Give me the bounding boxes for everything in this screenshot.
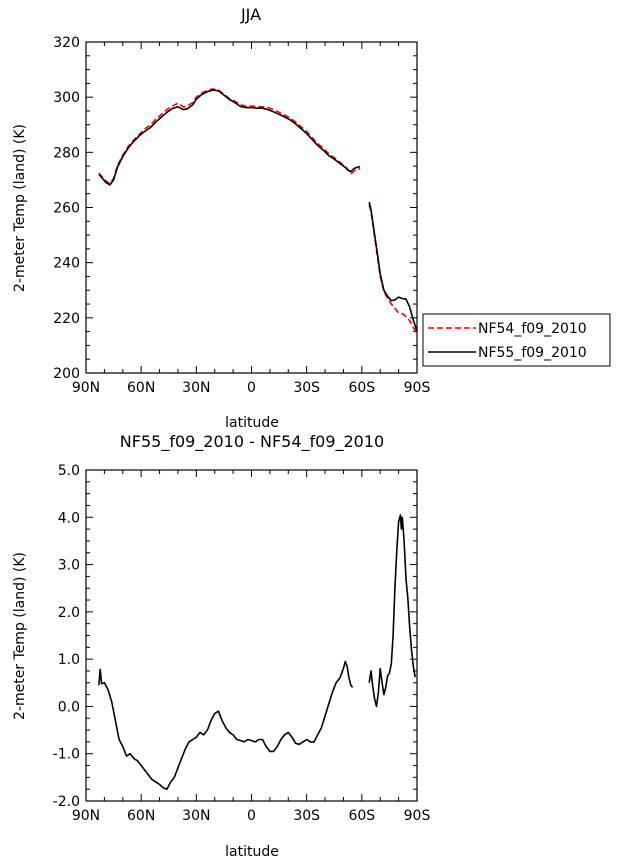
y-axis-label: 2-meter Temp (land) (K)	[12, 124, 28, 292]
y-tick-label: 200	[53, 366, 80, 382]
chart-title: NF55_f09_2010 - NF54_f09_2010	[120, 432, 384, 452]
tick-layer: 90N 60N 30N 0 30S 60S 90S -2.0 -1.0 0.0 1.0 2.0 3.0 4…	[53, 463, 431, 824]
y-tick-label: -1.0	[53, 747, 80, 763]
y-tick-label: 3.0	[58, 558, 80, 574]
series-line-nf55_f09_2010	[98, 89, 361, 186]
y-tick-label: 2.0	[58, 605, 80, 621]
plot-frame	[85, 469, 418, 802]
tick-layer: 90N 60N 30N 0 30S 60S 90S 200 220 240 260 280 300 320	[53, 35, 430, 396]
series-line-difference	[368, 514, 416, 708]
y-tick-label: 320	[53, 35, 80, 51]
x-tick-label: 30S	[293, 808, 320, 824]
y-tick-label: 240	[53, 256, 80, 272]
x-tick-label: 90S	[404, 380, 431, 396]
y-tick-label: 220	[53, 311, 80, 327]
series-line-difference	[98, 660, 354, 790]
plot-frame	[85, 41, 418, 374]
x-tick-label: 0	[247, 808, 256, 824]
x-tick-label: 60S	[348, 808, 375, 824]
x-tick-label: 0	[247, 380, 256, 396]
y-axis-label: 2-meter Temp (land) (K)	[12, 552, 28, 720]
x-tick-label: 60S	[348, 380, 375, 396]
x-axis-label: latitude	[225, 844, 279, 860]
y-tick-label: 0.0	[58, 699, 80, 715]
temperature-chart: JJA 2-meter Temp (land) (K) latitude 90N…	[12, 5, 430, 431]
x-tick-label: 90S	[404, 808, 431, 824]
series-line-nf54_f09_2010	[368, 204, 418, 334]
series-layer	[98, 514, 416, 790]
x-axis-label: latitude	[225, 415, 279, 431]
x-tick-label: 30S	[293, 380, 320, 396]
difference-chart: NF55_f09_2010 - NF54_f09_2010 2-meter Te…	[12, 432, 430, 860]
x-tick-label: 60N	[127, 380, 155, 396]
x-tick-label: 60N	[127, 808, 155, 824]
x-tick-label: 90N	[72, 808, 100, 824]
legend-box	[422, 313, 611, 367]
x-tick-label: 30N	[182, 380, 210, 396]
chart-title: JJA	[240, 5, 261, 24]
legend-label-nf54: NF54_f09_2010	[478, 321, 587, 337]
x-tick-label: 90N	[72, 380, 100, 396]
y-tick-label: 1.0	[58, 652, 80, 668]
y-tick-label: 4.0	[58, 510, 80, 526]
series-line-nf55_f09_2010	[368, 201, 418, 332]
y-tick-label: 260	[53, 201, 80, 217]
legend: NF54_f09_2010 NF55_f09_2010	[422, 313, 611, 367]
x-tick-label: 30N	[182, 808, 210, 824]
legend-label-nf55: NF55_f09_2010	[478, 345, 587, 361]
y-tick-label: 5.0	[58, 463, 80, 479]
series-layer	[98, 88, 418, 334]
y-tick-label: 300	[53, 90, 80, 106]
y-tick-label: -2.0	[53, 794, 80, 810]
y-tick-label: 280	[53, 145, 80, 161]
